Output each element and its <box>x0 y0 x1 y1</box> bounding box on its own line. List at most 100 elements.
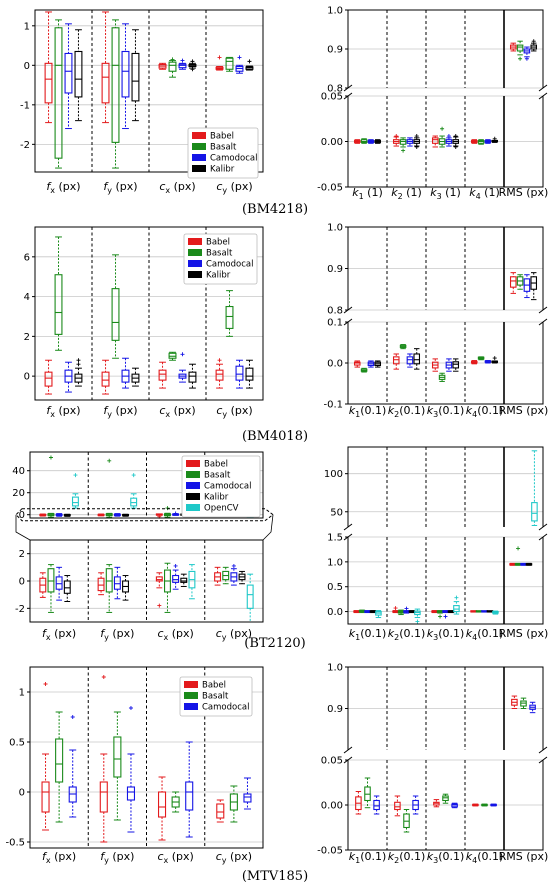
bm4218-left-g2-basalt-box <box>168 61 177 72</box>
bm4018-left-g2-kalibr-box <box>188 371 197 383</box>
mtv185-left-ytick-label-1: 0 <box>19 788 25 799</box>
bm4018-right-bottom-g3-kalibr-outlier-0 <box>492 356 497 361</box>
mtv185-legend-label-babel: Babel <box>202 681 226 691</box>
bm4018-legend-box <box>183 233 258 285</box>
bm4218-right-xlabel-2: k3 (1) <box>430 186 461 201</box>
bm4218-right-top-g4-basalt-box <box>516 44 524 52</box>
bm4218-left-ytick-label-1: -1 <box>20 100 30 111</box>
bm4218-left-g0-kalibr-box <box>74 50 83 98</box>
bt2120-left-top-g2-basalt-outlier-0 <box>165 506 170 511</box>
bm4018-left-g0-kalibr-outlier-0 <box>76 362 81 367</box>
bm4218-right-top-g4-basalt-outlier-0 <box>518 56 523 61</box>
mtv185-left-xlabel-0: fx (px) <box>42 850 76 865</box>
bm4218-left-xlabel-1: fy (px) <box>103 180 137 195</box>
bt2120-legend-label-kalibr: Kalibr <box>204 493 229 503</box>
bm4018-right-xlabel-3: k4(0.1) <box>466 404 504 419</box>
bm4218-left-g0-babel-box <box>44 62 53 104</box>
bm4018-left-ytick-label-0: 0 <box>24 372 30 383</box>
bm4218-legend-label-kalibr: Kalibr <box>210 165 235 175</box>
bt2120-zoom-connector-left <box>15 514 31 541</box>
bt2120-right-bottom-ytick-label-3: 1.5 <box>327 533 343 544</box>
bm4018-right-xlabel-4: RMS (px) <box>499 404 549 417</box>
bm4218-right-top-ytick-label-2: 1.0 <box>327 6 343 17</box>
bm4018-left-xlabel-2: cx (px) <box>159 404 195 419</box>
bt2120-right-xlabel-4: RMS (px) <box>499 627 549 640</box>
bm4018-legend-swatch-camodocal <box>188 260 202 267</box>
bm4018-left-xlabel-3: cy (px) <box>216 404 252 419</box>
bt2120-right-top-frame <box>347 446 544 527</box>
mtv185-caption: (MTV185) <box>242 869 308 884</box>
bm4018-right-bottom-ytick-label-0: -0.1 <box>323 400 343 411</box>
bt2120-legend-swatch-camodocal <box>186 482 200 489</box>
bm4218-left-ytick-label-2: 0 <box>24 61 30 72</box>
bt2120-right-bottom-frame <box>347 537 544 625</box>
bm4018-left-g3-babel-outlier-0 <box>217 358 222 363</box>
bm4218-left-g2-basalt-outlier-0 <box>170 57 175 62</box>
bm4018-left-g2-camodocal-outlier-0 <box>180 352 185 357</box>
bt2120-left-top-g0-opencv-outlier-0 <box>73 473 78 478</box>
bm4018-left-g1-basalt-box <box>111 288 120 341</box>
bt2120-left-bottom-g2-babel-outlier-0 <box>157 603 162 608</box>
bt2120-right-right-break-mark-top <box>538 523 548 531</box>
bm4218-left-xlabel-0: fx (px) <box>46 180 80 195</box>
bm4218-left-xlabel-3: cy (px) <box>216 180 252 195</box>
mtv185-right-top-ytick-label-0: 0.9 <box>327 704 343 715</box>
bt2120-left-bottom-g2-babel-box <box>155 576 163 582</box>
mtv185-right-bottom-ytick-label-0: -0.05 <box>317 846 343 857</box>
bm4018-legend-swatch-kalibr <box>188 271 202 278</box>
bt2120-right-right-break-mark-bottom <box>538 533 548 541</box>
bt2120-left-top-g2-camodocal-outlier-0 <box>173 511 178 516</box>
bm4218-right-bottom-g2-camodocal-outlier-0 <box>446 134 451 139</box>
bm4218-legend-swatch-basalt <box>192 143 206 150</box>
bm4218-right-bottom-g2-kalibr-outlier-1 <box>453 134 458 139</box>
bm4218-right-bottom-g1-kalibr-outlier-1 <box>414 144 419 149</box>
mtv185-left-g2-camodocal-box <box>185 781 194 811</box>
bm4218-right-top-ytick-label-1: 0.9 <box>327 45 343 56</box>
bt2120-left-bottom-ytick-label-1: 0 <box>19 577 25 588</box>
bm4218-right-bottom-g1-basalt-outlier-0 <box>401 148 406 153</box>
bm4018-right-bottom-ytick-label-2: 0.1 <box>327 318 343 329</box>
mtv185-right-xlabel-0: k1(0.1) <box>349 850 387 865</box>
bm4018-right-top-frame <box>347 226 544 310</box>
bm4018-right-left-break-mark-top <box>343 306 353 314</box>
mtv185-right-bottom-g1-babel-box <box>394 801 401 811</box>
bm4018-left-ytick-label-2: 4 <box>24 292 30 303</box>
bt2120-left-xlabel-2: cx (px) <box>157 627 193 642</box>
bt2120-left-xlabel-3: cy (px) <box>216 627 252 642</box>
bm4218-legend-label-babel: Babel <box>210 132 234 142</box>
bt2120-right-bottom-g2-basalt-outlier-0 <box>438 614 443 619</box>
bt2120-left-bottom-g3-opencv-box <box>246 584 254 609</box>
bt2120-left-top-g1-basalt-outlier-0 <box>107 458 112 463</box>
bt2120-left-bottom-g2-camodocal-outlier-0 <box>173 563 178 568</box>
bm4218-left-g1-basalt-box <box>111 27 120 143</box>
mtv185-left-g0-babel-box <box>41 781 50 813</box>
bm4218-right-top-ytick-label-0: 0.8 <box>327 84 343 95</box>
bm4018-right-top-g4-babel-box <box>509 276 517 288</box>
bm4218-left-g3-basalt-box <box>225 57 234 70</box>
bt2120-right-bottom-g2-opencv-outlier-0 <box>454 595 459 600</box>
bm4218-right-xlabel-4: RMS (px) <box>499 186 549 199</box>
bm4018-legend-label-babel: Babel <box>206 238 230 248</box>
bt2120-legend-label-babel: Babel <box>204 460 228 470</box>
bm4218-right-bottom-g1-babel-outlier-0 <box>394 134 399 139</box>
mtv185-legend-swatch-camodocal <box>184 703 198 710</box>
bt2120-right-xlabel-2: k3(0.1) <box>427 627 465 642</box>
bt2120-right-bottom-g2-camodocal-outlier-0 <box>443 614 448 619</box>
bm4018-right-bottom-ytick-label-1: 0.0 <box>327 359 343 370</box>
bt2120-right-xlabel-0: k1(0.1) <box>349 627 387 642</box>
bm4018-legend-label-basalt: Basalt <box>206 249 233 259</box>
bm4018-left-g2-babel-box <box>158 369 167 381</box>
bm4018-right-left-break-mark-bottom <box>343 318 353 326</box>
mtv185-right-xlabel-4: RMS (px) <box>499 850 549 863</box>
mtv185-right-top-ytick-label-1: 1.0 <box>327 663 343 674</box>
mtv185-legend-swatch-basalt <box>184 692 198 699</box>
bm4018-right-top-ytick-label-2: 1.0 <box>327 223 343 234</box>
bt2120-zoom-connector-right <box>262 514 274 541</box>
bt2120-legend-label-camodocal: Camodocal <box>204 482 251 492</box>
bm4218-right-right-break-mark-top <box>538 84 548 92</box>
mtv185-left-g0-basalt-box <box>55 738 64 783</box>
bm4218-right-left-break-mark-bottom <box>343 92 353 100</box>
bt2120-right-bottom-ytick-label-1: 0.5 <box>327 582 343 593</box>
bt2120-left-xlabel-1: fy (px) <box>100 627 134 642</box>
